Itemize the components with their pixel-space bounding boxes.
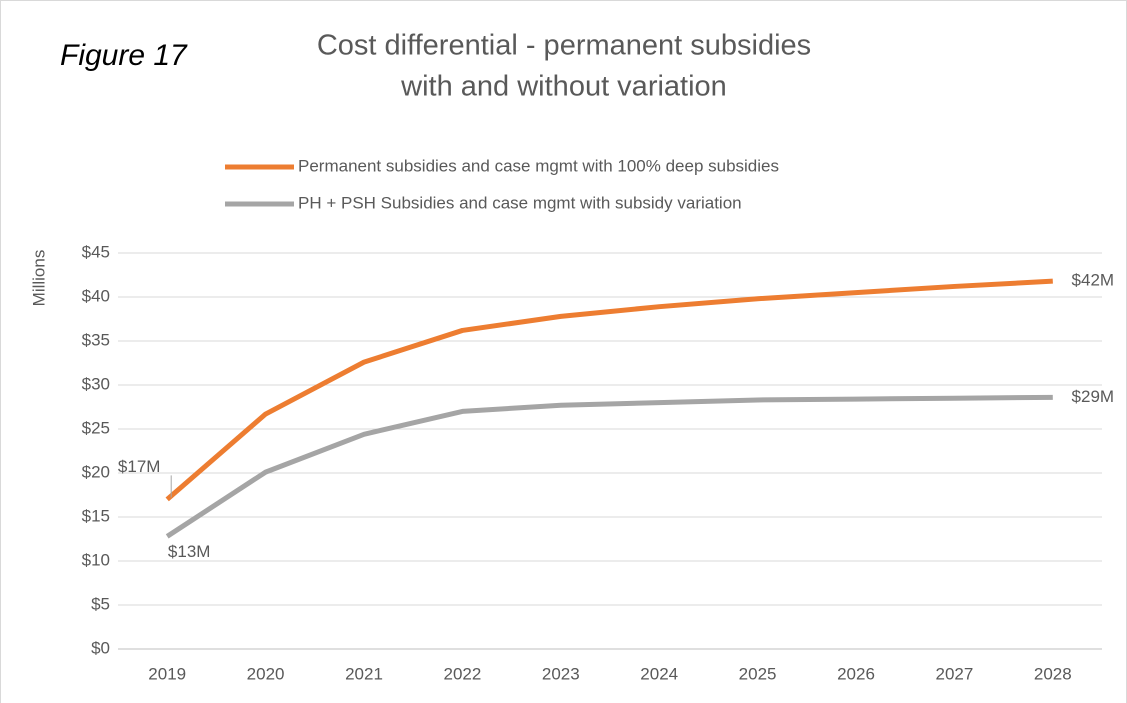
chart-title: Cost differential - permanent subsidies (317, 30, 811, 62)
x-tick-label: 2026 (837, 664, 875, 683)
y-tick-label: $25 (82, 418, 110, 437)
x-tick-label: 2023 (542, 664, 580, 683)
legend-label: PH + PSH Subsidies and case mgmt with su… (298, 193, 742, 212)
y-tick-label: $35 (82, 330, 110, 349)
data-label: $29M (1072, 387, 1115, 406)
y-tick-label: $45 (82, 242, 110, 261)
y-tick-label: $40 (82, 286, 110, 305)
x-tick-label: 2020 (247, 664, 285, 683)
y-tick-label: $10 (82, 550, 110, 569)
data-label: $42M (1072, 271, 1115, 290)
x-tick-label: 2021 (345, 664, 383, 683)
y-tick-label: $20 (82, 462, 110, 481)
data-label: $17M (118, 457, 161, 476)
data-label: $13M (168, 542, 211, 561)
y-axis-label: Millions (29, 250, 48, 307)
x-tick-label: 2025 (739, 664, 777, 683)
legend-label: Permanent subsidies and case mgmt with 1… (298, 156, 779, 175)
x-tick-label: 2019 (148, 664, 186, 683)
x-tick-label: 2028 (1034, 664, 1072, 683)
y-tick-label: $15 (82, 506, 110, 525)
y-tick-label: $30 (82, 374, 110, 393)
x-tick-label: 2024 (640, 664, 678, 683)
x-tick-label: 2027 (935, 664, 973, 683)
series-line (165, 394, 1053, 539)
series-line (165, 278, 1053, 502)
y-tick-label: $5 (91, 594, 110, 613)
x-tick-label: 2022 (443, 664, 481, 683)
figure-label: Figure 17 (60, 39, 188, 72)
chart-title: with and without variation (400, 71, 727, 103)
y-tick-label: $0 (91, 638, 110, 657)
